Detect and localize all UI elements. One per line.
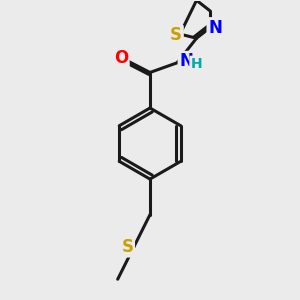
Text: O: O <box>114 49 128 67</box>
Text: H: H <box>191 57 202 71</box>
Text: S: S <box>170 26 182 44</box>
Text: N: N <box>208 19 222 37</box>
Text: S: S <box>122 238 134 256</box>
Text: N: N <box>179 52 193 70</box>
